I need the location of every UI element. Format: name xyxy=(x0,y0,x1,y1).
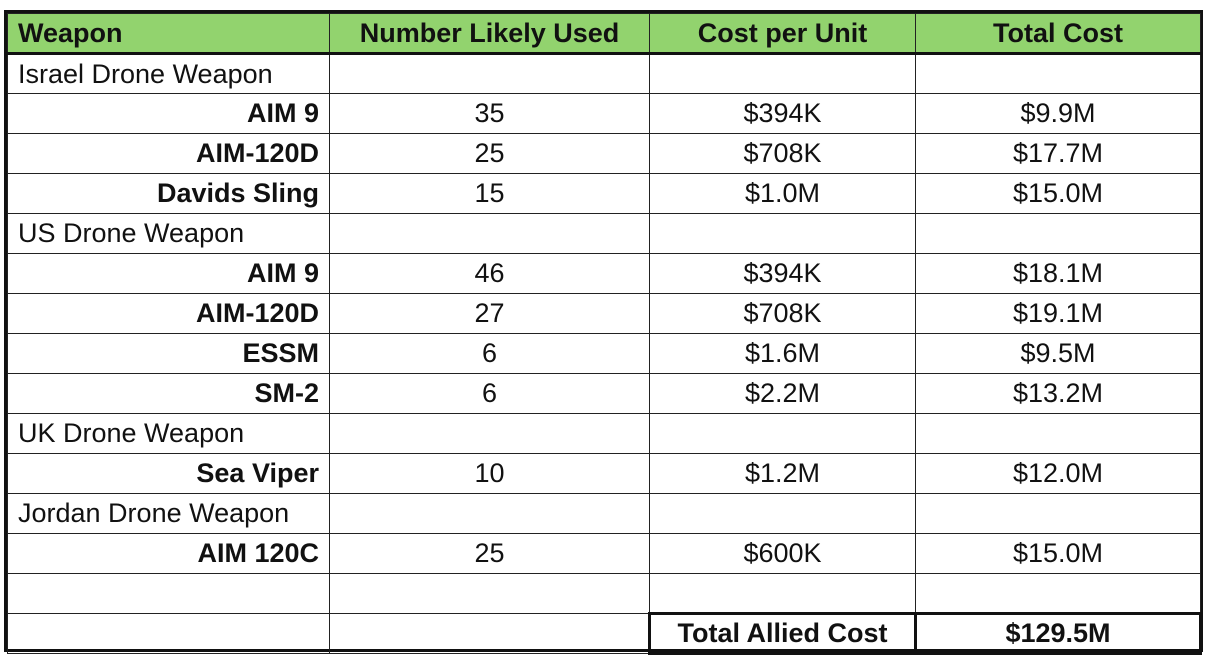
cost-per-unit-cell[interactable]: $2.2M xyxy=(649,373,916,414)
empty-cell[interactable] xyxy=(649,573,916,614)
header-weapon[interactable]: Weapon xyxy=(7,13,330,55)
number-used-cell[interactable]: 46 xyxy=(329,253,650,294)
weapon-name-cell[interactable]: AIM 9 xyxy=(7,93,330,134)
total-cost-cell[interactable]: $15.0M xyxy=(915,533,1201,574)
weapon-name-cell[interactable]: AIM-120D xyxy=(7,293,330,334)
cost-per-unit-cell[interactable]: $394K xyxy=(649,93,916,134)
total-row: Total Allied Cost $129.5M xyxy=(7,612,1202,655)
empty-cell[interactable] xyxy=(649,493,916,534)
blank-row xyxy=(7,573,1201,614)
number-used-cell[interactable]: 35 xyxy=(329,93,650,134)
total-cost-cell[interactable]: $9.5M xyxy=(915,333,1201,374)
empty-cell[interactable] xyxy=(329,53,650,94)
weapon-name-cell[interactable]: Davids Sling xyxy=(7,173,330,214)
cost-per-unit-cell[interactable]: $1.6M xyxy=(649,333,916,374)
group-label[interactable]: Israel Drone Weapon xyxy=(7,53,330,94)
empty-cell[interactable] xyxy=(915,213,1201,254)
total-allied-cost-label[interactable]: Total Allied Cost xyxy=(648,612,917,655)
weapon-name-cell[interactable]: AIM 9 xyxy=(7,253,330,294)
weapon-name-cell[interactable]: AIM 120C xyxy=(7,533,330,574)
total-cost-cell[interactable]: $13.2M xyxy=(915,373,1201,414)
number-used-cell[interactable]: 6 xyxy=(329,373,650,414)
empty-cell[interactable] xyxy=(649,413,916,454)
group-label[interactable]: UK Drone Weapon xyxy=(7,413,330,454)
weapon-name-cell[interactable]: Sea Viper xyxy=(7,453,330,494)
table-row: SM-2 6 $2.2M $13.2M xyxy=(7,373,1201,414)
weapon-cost-table: Weapon Number Likely Used Cost per Unit … xyxy=(7,13,1202,655)
table-row: Sea Viper 10 $1.2M $12.0M xyxy=(7,453,1201,494)
number-used-cell[interactable]: 15 xyxy=(329,173,650,214)
total-cost-cell[interactable]: $12.0M xyxy=(915,453,1201,494)
empty-cell[interactable] xyxy=(915,413,1201,454)
header-total-cost[interactable]: Total Cost xyxy=(915,13,1201,55)
weapon-name-cell[interactable]: AIM-120D xyxy=(7,133,330,174)
cost-per-unit-cell[interactable]: $1.2M xyxy=(649,453,916,494)
table-row: AIM-120D 25 $708K $17.7M xyxy=(7,133,1201,174)
group-row: Israel Drone Weapon xyxy=(7,53,1201,94)
table-row: AIM 9 46 $394K $18.1M xyxy=(7,253,1201,294)
cost-per-unit-cell[interactable]: $394K xyxy=(649,253,916,294)
empty-cell[interactable] xyxy=(7,573,330,614)
table-row: AIM 9 35 $394K $9.9M xyxy=(7,93,1201,134)
cost-per-unit-cell[interactable]: $708K xyxy=(649,293,916,334)
total-cost-cell[interactable]: $18.1M xyxy=(915,253,1201,294)
number-used-cell[interactable]: 25 xyxy=(329,133,650,174)
empty-cell[interactable] xyxy=(915,53,1201,94)
total-cost-cell[interactable]: $17.7M xyxy=(915,133,1201,174)
empty-cell[interactable] xyxy=(329,493,650,534)
table-row: AIM-120D 27 $708K $19.1M xyxy=(7,293,1201,334)
empty-cell[interactable] xyxy=(915,573,1201,614)
number-used-cell[interactable]: 10 xyxy=(329,453,650,494)
group-row: Jordan Drone Weapon xyxy=(7,493,1201,534)
empty-cell[interactable] xyxy=(329,573,650,614)
cost-per-unit-cell[interactable]: $600K xyxy=(649,533,916,574)
number-used-cell[interactable]: 27 xyxy=(329,293,650,334)
total-cost-cell[interactable]: $19.1M xyxy=(915,293,1201,334)
cost-per-unit-cell[interactable]: $708K xyxy=(649,133,916,174)
table-row: AIM 120C 25 $600K $15.0M xyxy=(7,533,1201,574)
table-row: ESSM 6 $1.6M $9.5M xyxy=(7,333,1201,374)
table-row: Davids Sling 15 $1.0M $15.0M xyxy=(7,173,1201,214)
weapon-name-cell[interactable]: SM-2 xyxy=(7,373,330,414)
number-used-cell[interactable]: 6 xyxy=(329,333,650,374)
empty-cell[interactable] xyxy=(329,613,650,654)
empty-cell[interactable] xyxy=(7,613,330,654)
group-row: US Drone Weapon xyxy=(7,213,1201,254)
header-row: Weapon Number Likely Used Cost per Unit … xyxy=(7,13,1201,55)
total-cost-cell[interactable]: $9.9M xyxy=(915,93,1201,134)
header-number-likely-used[interactable]: Number Likely Used xyxy=(329,13,650,55)
group-label[interactable]: Jordan Drone Weapon xyxy=(7,493,330,534)
empty-cell[interactable] xyxy=(329,413,650,454)
weapon-name-cell[interactable]: ESSM xyxy=(7,333,330,374)
empty-cell[interactable] xyxy=(649,213,916,254)
empty-cell[interactable] xyxy=(649,53,916,94)
empty-cell[interactable] xyxy=(915,493,1201,534)
cost-per-unit-cell[interactable]: $1.0M xyxy=(649,173,916,214)
cost-table-sheet: Weapon Number Likely Used Cost per Unit … xyxy=(4,10,1203,655)
group-row: UK Drone Weapon xyxy=(7,413,1201,454)
total-cost-cell[interactable]: $15.0M xyxy=(915,173,1201,214)
total-allied-cost-value[interactable]: $129.5M xyxy=(914,612,1202,655)
number-used-cell[interactable]: 25 xyxy=(329,533,650,574)
header-cost-per-unit[interactable]: Cost per Unit xyxy=(649,13,916,55)
empty-cell[interactable] xyxy=(329,213,650,254)
group-label[interactable]: US Drone Weapon xyxy=(7,213,330,254)
